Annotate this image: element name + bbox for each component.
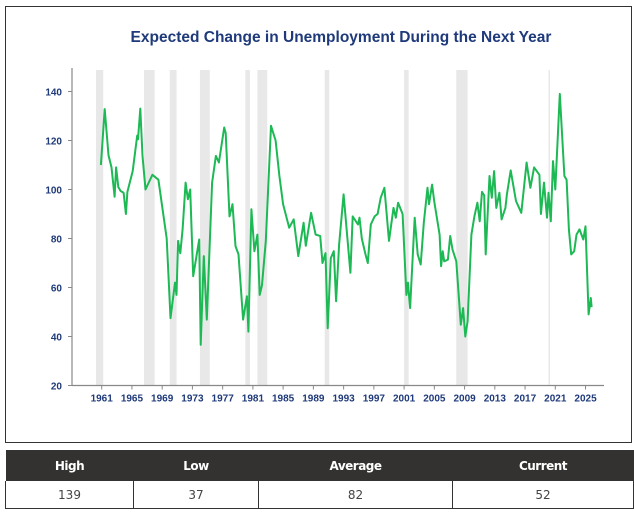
header-high: High <box>5 450 134 481</box>
y-tick-label: 80 <box>51 235 63 246</box>
y-tick-label: 20 <box>51 382 63 393</box>
shaded-period <box>169 70 177 386</box>
shaded-period <box>257 70 268 386</box>
summary-value-row: 139 37 82 52 <box>5 481 634 509</box>
summary-table: High Low Average Current 139 37 82 52 <box>5 450 634 509</box>
x-tick-label: 1989 <box>302 394 325 405</box>
series <box>99 92 593 346</box>
shaded-periods <box>96 70 551 386</box>
series-line <box>99 92 593 346</box>
shaded-period <box>324 70 330 386</box>
x-tick-label: 1965 <box>121 394 144 405</box>
header-low: Low <box>133 450 259 481</box>
x-tick-label: 1969 <box>151 394 174 405</box>
value-low: 37 <box>133 481 259 509</box>
summary-header-row: High Low Average Current <box>5 450 634 481</box>
x-tick-label: 2005 <box>423 394 446 405</box>
x-tick-label: 1977 <box>212 394 235 405</box>
shaded-period <box>144 70 155 386</box>
chart-container: Expected Change in Unemployment During t… <box>5 6 632 443</box>
chart-title: Expected Change in Unemployment During t… <box>131 29 552 46</box>
value-average: 82 <box>258 481 453 509</box>
x-tick-label: 2017 <box>514 394 537 405</box>
y-tick-label: 60 <box>51 284 63 295</box>
y-tick-label: 40 <box>51 333 63 344</box>
x-tick-label: 1961 <box>91 394 114 405</box>
header-average: Average <box>258 450 453 481</box>
y-tick-label: 100 <box>45 186 62 197</box>
x-tick-label: 1993 <box>332 394 355 405</box>
y-tick-label: 120 <box>45 137 62 148</box>
header-current: Current <box>452 450 634 481</box>
value-high: 139 <box>5 481 134 509</box>
x-tick-label: 2009 <box>453 394 476 405</box>
x-tick-label: 2025 <box>574 394 597 405</box>
x-tick-label: 1997 <box>363 394 386 405</box>
x-tick-label: 2021 <box>544 394 567 405</box>
axes: 20 40 60 80 100 120 140 1961 1965 1969 1973 1977 198… <box>45 68 604 405</box>
x-tick-label: 1981 <box>242 394 265 405</box>
x-tick-label: 2001 <box>393 394 416 405</box>
shaded-period <box>548 70 551 386</box>
value-current: 52 <box>452 481 634 509</box>
shaded-period <box>404 70 409 386</box>
shaded-period <box>96 70 104 386</box>
shaded-period <box>199 70 210 386</box>
line-chart: Expected Change in Unemployment During t… <box>45 29 604 405</box>
y-tick-label: 140 <box>45 88 62 99</box>
shaded-period <box>456 70 468 386</box>
x-tick-label: 1985 <box>272 394 295 405</box>
shaded-period <box>245 70 250 386</box>
x-tick-label: 1973 <box>181 394 204 405</box>
x-tick-label: 2013 <box>484 394 507 405</box>
